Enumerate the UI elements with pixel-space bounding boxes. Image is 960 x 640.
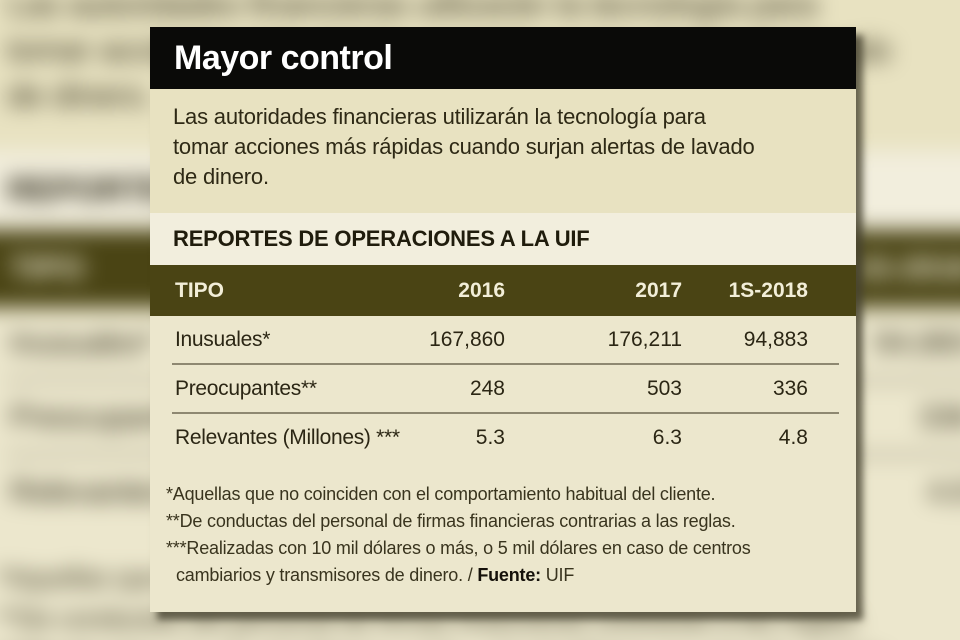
table-row-relevantes: Relevantes (Millones) *** 5.3 6.3 4.8 — [150, 414, 856, 461]
footnote-line-2: **De conductas del personal de firmas fi… — [166, 511, 736, 531]
column-header-tipo: TIPO — [175, 278, 225, 302]
table-header-row: TIPO 2016 2017 1S-2018 — [150, 265, 856, 316]
cell-1s-2018: 94,883 — [743, 327, 808, 351]
footnote-line-3: ***Realizadas con 10 mil dólares o más, … — [166, 538, 751, 558]
row-label: Relevantes (Millones) *** — [175, 425, 400, 449]
cell-1s-2018: 336 — [918, 399, 960, 435]
cell-2017: 503 — [646, 376, 682, 400]
cell-1s-2018: 4.8 — [778, 425, 808, 449]
description-line-1: Las autoridades financieras utilizarán l… — [6, 0, 817, 24]
footnote-line-1: *Aquellas que no coinciden con el compor… — [166, 484, 716, 504]
cell-2017: 6.3 — [652, 425, 682, 449]
card-header-bar: Mayor control — [150, 27, 856, 89]
column-header-tipo: TIPO — [10, 250, 85, 286]
cell-1s-2018: 336 — [772, 376, 808, 400]
source-value: UIF — [540, 565, 575, 585]
description-line-2: tomar acciones más rápidas cuando surjan… — [173, 134, 755, 159]
row-label: Inusuales* — [10, 324, 155, 360]
card-title: Mayor control — [174, 38, 393, 77]
section-title: REPORTES DE OPERACIONES A LA UIF — [150, 213, 856, 265]
description-line-1: Las autoridades financieras utilizarán l… — [173, 104, 706, 129]
cell-1s-2018: 94,883 — [874, 324, 960, 360]
table-row-inusuales: Inusuales* 167,860 176,211 94,883 — [150, 316, 856, 363]
infographic-card: Mayor control Las autoridades financiera… — [150, 27, 856, 612]
cell-1s-2018: 4.8 — [927, 473, 960, 509]
table-row-preocupantes: Preocupantes** 248 503 336 — [150, 365, 856, 412]
table-body: Inusuales* 167,860 176,211 94,883 Preocu… — [150, 316, 856, 461]
row-divider — [172, 363, 839, 365]
footnotes: *Aquellas que no coinciden con el compor… — [150, 461, 856, 589]
column-header-1s-2018: 1S-2018 — [728, 278, 808, 302]
column-header-2016: 2016 — [458, 278, 505, 302]
cell-2016: 5.3 — [475, 425, 505, 449]
card-description: Las autoridades financieras utilizarán l… — [150, 89, 856, 213]
cell-2016: 248 — [469, 376, 505, 400]
column-header-2017: 2017 — [635, 278, 682, 302]
footnote-line-source: cambiarios y transmisores de dinero. / F… — [166, 562, 838, 589]
description-line-3: de dinero. — [173, 164, 269, 189]
column-header-1s-2018: 1S-2018 — [851, 250, 960, 286]
source-label: Fuente: — [477, 565, 541, 585]
row-label: Preocupantes** — [175, 376, 317, 400]
row-label: Inusuales* — [175, 327, 271, 351]
description-line-3: de dinero. — [6, 76, 153, 115]
footnote-line-4: cambiarios y transmisores de dinero. / — [176, 565, 478, 585]
row-divider — [172, 412, 839, 414]
cell-2016: 167,860 — [429, 327, 505, 351]
cell-2017: 176,211 — [607, 327, 682, 351]
